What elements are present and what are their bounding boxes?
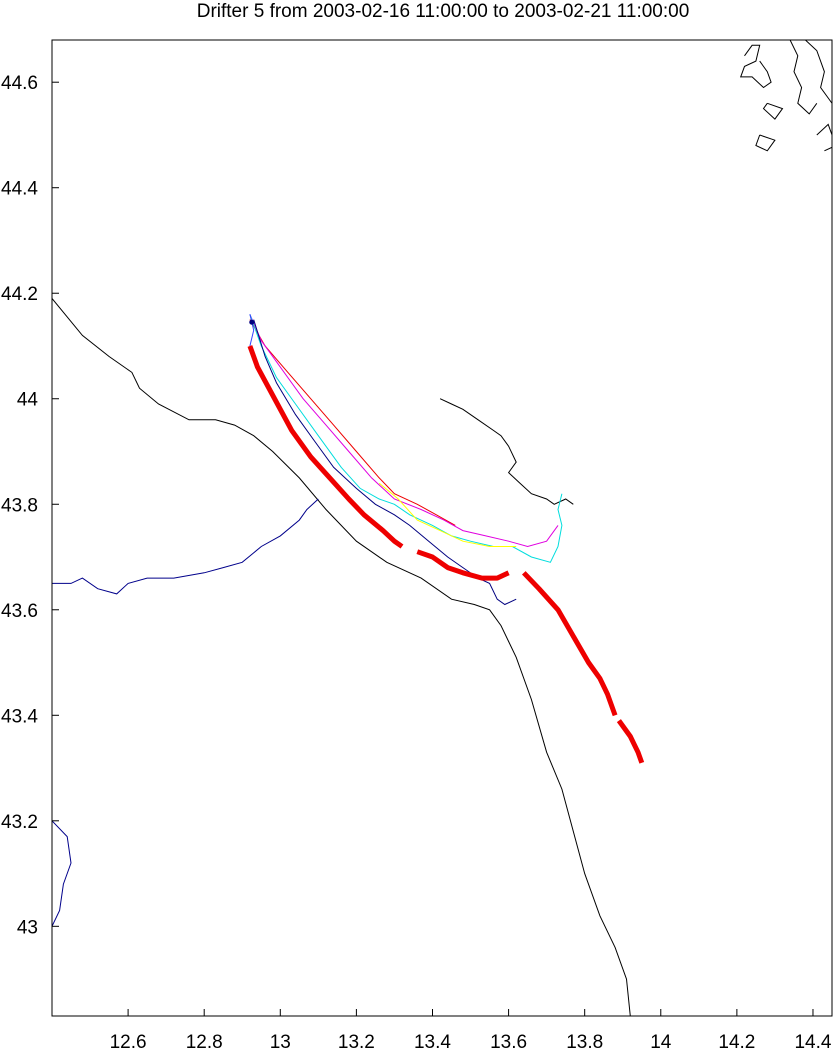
island-5 bbox=[816, 123, 832, 152]
river-0 bbox=[52, 498, 319, 595]
y-tick-label-2: 43.4 bbox=[1, 706, 38, 727]
observed-track-segment-3 bbox=[616, 719, 645, 764]
y-tick-label-1: 43.2 bbox=[1, 812, 38, 833]
model-track-4 bbox=[253, 319, 517, 606]
y-axis-ticks: 43 43.2 43.4 43.6 43.8 44 44.2 44.4 44.6 bbox=[1, 73, 59, 938]
y-tick-label-4: 43.8 bbox=[1, 495, 38, 516]
coastline-0 bbox=[52, 298, 631, 1016]
plot-frame bbox=[51, 39, 833, 1017]
model-track-2 bbox=[249, 314, 563, 563]
y-tick-label-5: 44 bbox=[17, 390, 39, 411]
x-tick-label-0: 12.6 bbox=[110, 1032, 147, 1053]
y-tick-label-8: 44.6 bbox=[1, 73, 38, 94]
x-tick-label-6: 13.8 bbox=[566, 1032, 603, 1053]
island-0 bbox=[739, 44, 772, 89]
observed-track-segment-0 bbox=[247, 345, 404, 549]
y-tick-label-7: 44.4 bbox=[1, 179, 38, 200]
x-tick-label-7: 14 bbox=[650, 1032, 672, 1053]
x-tick-label-1: 12.8 bbox=[186, 1032, 223, 1053]
x-tick-label-5: 13.6 bbox=[490, 1032, 527, 1053]
island-1 bbox=[805, 40, 832, 105]
y-tick-label-3: 43.6 bbox=[1, 601, 38, 622]
x-axis-ticks: 12.6 12.8 13 13.2 13.4 13.6 13.8 14 14.2 14.4 bbox=[110, 1009, 832, 1053]
model-track-1 bbox=[249, 314, 559, 548]
y-tick-label-6: 44.2 bbox=[1, 284, 38, 305]
y-tick-label-0: 43 bbox=[17, 917, 38, 938]
map-geography bbox=[52, 40, 832, 1016]
coastline-1 bbox=[439, 398, 574, 505]
start-marker bbox=[249, 319, 255, 325]
x-tick-label-2: 13 bbox=[270, 1032, 291, 1053]
x-tick-label-3: 13.2 bbox=[338, 1032, 375, 1053]
observed-track-segment-1 bbox=[416, 549, 510, 581]
drifter-tracks bbox=[247, 314, 645, 764]
x-tick-label-4: 13.4 bbox=[414, 1032, 451, 1053]
map-title: Drifter 5 from 2003-02-16 11:00:00 to 20… bbox=[197, 1, 690, 22]
model-track-3 bbox=[378, 482, 517, 547]
model-track-0 bbox=[249, 319, 456, 526]
island-4 bbox=[755, 134, 776, 152]
model-track-5 bbox=[249, 314, 255, 347]
x-tick-label-9: 14.4 bbox=[794, 1032, 831, 1053]
island-3 bbox=[762, 102, 784, 120]
x-tick-label-8: 14.2 bbox=[718, 1032, 755, 1053]
observed-track-segment-2 bbox=[521, 571, 618, 717]
island-2 bbox=[789, 40, 818, 115]
river-1 bbox=[52, 820, 72, 927]
